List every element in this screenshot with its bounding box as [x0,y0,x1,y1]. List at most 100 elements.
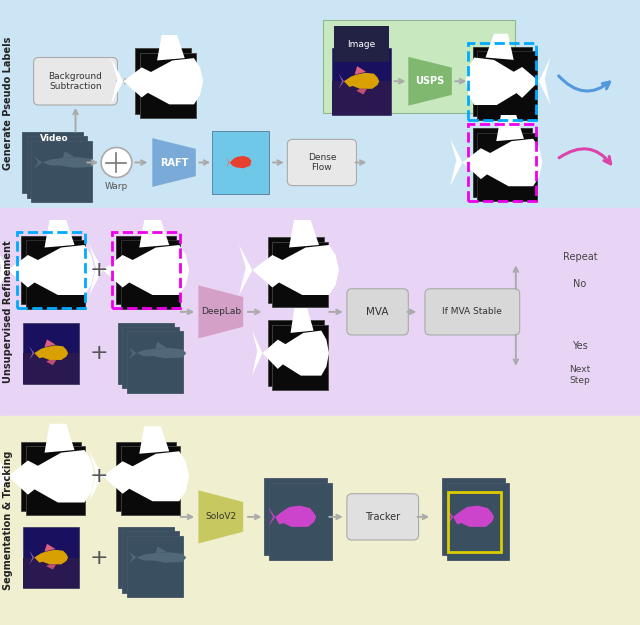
Polygon shape [0,450,8,503]
Polygon shape [34,156,42,169]
Polygon shape [156,546,167,553]
Text: Image: Image [348,40,376,49]
Text: Repeat: Repeat [563,253,597,262]
Polygon shape [129,347,136,359]
Polygon shape [124,58,203,104]
Bar [447,482,509,560]
Polygon shape [275,506,316,527]
Bar [22,442,81,511]
Polygon shape [268,507,275,527]
Bar [22,236,81,304]
Polygon shape [136,348,186,358]
Polygon shape [466,58,539,105]
Bar [323,20,515,112]
Bar [269,482,332,560]
Bar [212,131,269,194]
Bar [22,132,83,193]
Polygon shape [408,57,452,106]
Text: Segmentation & Tracking: Segmentation & Tracking [3,450,13,590]
Polygon shape [226,157,230,168]
Polygon shape [339,74,344,89]
Text: No: No [573,279,586,289]
Polygon shape [63,151,75,158]
Text: RAFT: RAFT [160,158,188,168]
Polygon shape [90,451,102,501]
Text: USPS: USPS [415,76,445,86]
Polygon shape [102,451,189,501]
Bar [120,240,180,309]
Bar [0,416,640,625]
FancyBboxPatch shape [287,139,356,186]
Polygon shape [140,426,169,454]
Bar [118,322,174,384]
Polygon shape [35,550,68,564]
Polygon shape [44,544,56,551]
Polygon shape [45,220,74,248]
Polygon shape [453,506,494,527]
Polygon shape [129,551,136,564]
Bar [127,536,183,597]
Bar [332,81,391,115]
Bar [442,479,505,556]
Polygon shape [446,507,453,527]
Polygon shape [29,551,35,564]
Polygon shape [152,138,196,187]
Polygon shape [136,552,186,562]
Bar [122,327,179,388]
Bar [118,527,174,588]
Text: Video: Video [40,134,68,143]
Bar [0,208,640,416]
FancyBboxPatch shape [425,289,520,335]
Text: MVA: MVA [366,307,389,317]
Polygon shape [29,346,35,360]
Bar [27,136,87,198]
Text: SoloV2: SoloV2 [205,512,236,521]
Polygon shape [230,156,252,168]
FancyBboxPatch shape [347,289,408,335]
Bar [448,492,501,552]
Polygon shape [239,245,252,295]
Polygon shape [102,245,189,295]
Polygon shape [90,245,102,295]
Bar [122,531,179,592]
Bar [477,51,536,120]
Bar [26,446,86,515]
Polygon shape [289,220,319,248]
Bar [112,232,180,309]
Bar [23,527,79,588]
Polygon shape [539,58,550,105]
Text: +: + [90,548,109,568]
Text: Warp: Warp [105,182,128,191]
Text: Tracker: Tracker [365,512,400,522]
Polygon shape [46,360,56,365]
Bar [477,132,536,201]
Text: Yes: Yes [572,341,588,351]
Bar [268,237,324,302]
Bar [23,353,79,384]
Bar [272,242,328,308]
Polygon shape [291,308,314,333]
Bar [0,0,640,208]
Bar [17,232,85,309]
Polygon shape [140,220,169,248]
Bar [23,322,79,384]
FancyBboxPatch shape [347,494,419,540]
Bar [268,320,324,386]
Text: Unsupervised Refinement: Unsupervised Refinement [3,241,13,383]
Polygon shape [198,490,243,544]
Polygon shape [157,35,185,61]
Bar [23,558,79,588]
Polygon shape [46,564,56,569]
Bar [473,47,532,116]
Polygon shape [356,89,367,94]
Bar [272,325,328,390]
Text: +: + [90,343,109,363]
Bar [135,48,191,114]
Polygon shape [252,245,339,295]
Bar [264,479,327,556]
FancyBboxPatch shape [33,58,118,105]
Polygon shape [42,158,95,168]
Polygon shape [156,342,167,349]
Bar [116,442,175,511]
Bar [468,42,536,120]
